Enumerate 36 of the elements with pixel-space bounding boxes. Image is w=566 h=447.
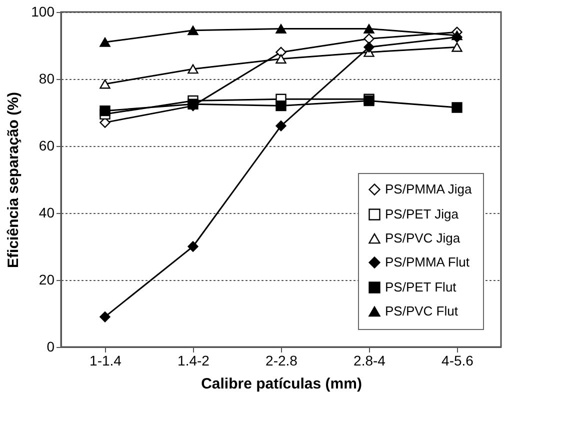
y-tick-label: 0	[46, 338, 55, 354]
point	[276, 54, 286, 64]
y-tick-label: 40	[38, 204, 55, 220]
point	[188, 26, 198, 36]
x-tick-label: 2.8-4	[354, 352, 386, 368]
legend-label: PS/PVC Jiga	[385, 230, 461, 246]
x-tick-label: 1-1.4	[90, 352, 122, 368]
point	[100, 79, 110, 89]
x-axis-title: Calibre patículas (mm)	[201, 376, 362, 392]
x-tick-label: 1.4-2	[178, 352, 210, 368]
point	[364, 33, 374, 44]
point	[276, 24, 286, 34]
x-tick-label: 4-5.6	[442, 352, 474, 368]
point	[276, 100, 286, 112]
point	[188, 241, 198, 252]
y-axis-title: Eficiência separação (%)	[5, 92, 22, 268]
point	[276, 120, 286, 132]
point	[452, 102, 462, 113]
legend-label: PS/PVC Flut	[385, 304, 458, 318]
point	[364, 42, 374, 53]
y-tick-label: 20	[38, 272, 55, 288]
point	[100, 312, 110, 322]
point	[100, 105, 110, 116]
y-tick-label: 100	[31, 4, 55, 20]
point	[364, 24, 374, 34]
y-tick-label: 80	[38, 70, 55, 86]
legend-label: PS/PET Flut	[385, 280, 457, 294]
point	[452, 30, 462, 40]
y-tick-label: 60	[38, 138, 55, 154]
legend-label: PS/PET Jiga	[385, 206, 460, 222]
point	[100, 37, 110, 47]
legend-label: PS/PMMA Flut	[385, 254, 470, 270]
x-tick-label: 2-2.8	[266, 352, 298, 368]
legend-label: PS/PMMA Jiga	[385, 182, 472, 196]
point	[188, 64, 198, 74]
point	[452, 42, 462, 52]
